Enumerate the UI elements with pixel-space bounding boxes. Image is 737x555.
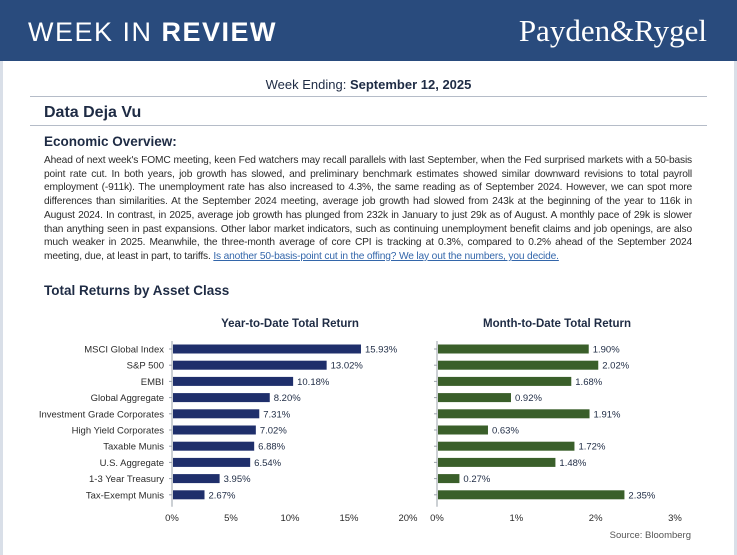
ytd-bar bbox=[173, 457, 251, 467]
ytd-bar bbox=[173, 393, 270, 403]
ytd-data-label: 15.93% bbox=[365, 345, 398, 356]
category-label: Global Aggregate bbox=[91, 393, 164, 404]
chart-title-mtd: Month-to-Date Total Return bbox=[483, 318, 631, 330]
mtd-data-label: 0.63% bbox=[492, 426, 519, 437]
ytd-data-label: 2.67% bbox=[209, 490, 236, 501]
mtd-data-label: 2.02% bbox=[602, 361, 629, 372]
ytd-bar bbox=[173, 490, 205, 500]
mtd-data-label: 0.92% bbox=[515, 393, 542, 404]
mtd-bar bbox=[438, 457, 556, 467]
week-ending-label: Week Ending: bbox=[265, 77, 350, 92]
ytd-bar bbox=[173, 344, 361, 354]
mtd-bar bbox=[438, 376, 572, 386]
ytd-bar bbox=[173, 425, 256, 435]
mtd-bar bbox=[438, 360, 599, 370]
mtd-tick-label: 3% bbox=[668, 513, 682, 524]
article-title: Data Deja Vu bbox=[44, 104, 142, 121]
mtd-tick-label: 0% bbox=[430, 513, 444, 524]
page-edge-right bbox=[734, 61, 737, 555]
report-title-light: WEEK IN bbox=[28, 17, 162, 47]
mtd-data-label: 1.48% bbox=[559, 458, 586, 469]
overview-text: Ahead of next week's FOMC meeting, keen … bbox=[44, 155, 692, 262]
ytd-data-label: 6.88% bbox=[258, 442, 285, 453]
mtd-data-label: 0.27% bbox=[463, 474, 490, 485]
category-label: High Yield Corporates bbox=[72, 426, 165, 437]
report-title-bold: REVIEW bbox=[161, 17, 278, 47]
divider bbox=[30, 96, 707, 97]
week-ending-date: September 12, 2025 bbox=[349, 77, 472, 92]
page-edge-left bbox=[0, 61, 3, 555]
ytd-data-label: 3.95% bbox=[224, 474, 251, 485]
mtd-bar bbox=[438, 474, 460, 484]
report-header: WEEK IN REVIEW Payden&Rygel bbox=[0, 0, 737, 61]
brand-logo: Payden&Rygel bbox=[518, 13, 707, 48]
mtd-tick-label: 2% bbox=[589, 513, 603, 524]
ytd-bar bbox=[173, 376, 294, 386]
category-label: Taxable Munis bbox=[103, 442, 164, 453]
mtd-data-label: 1.91% bbox=[594, 409, 621, 420]
ytd-data-label: 7.31% bbox=[263, 409, 290, 420]
mtd-bar bbox=[438, 409, 590, 419]
report-title: WEEK IN REVIEW bbox=[28, 17, 277, 48]
category-label: Investment Grade Corporates bbox=[39, 409, 164, 420]
mtd-data-label: 1.68% bbox=[575, 377, 602, 388]
mtd-data-label: 2.35% bbox=[628, 490, 655, 501]
overview-link[interactable]: Is another 50-basis-point cut in the off… bbox=[213, 250, 559, 262]
ytd-data-label: 13.02% bbox=[331, 361, 364, 372]
ytd-bar bbox=[173, 409, 260, 419]
ytd-data-label: 7.02% bbox=[260, 426, 287, 437]
ytd-tick-label: 10% bbox=[280, 513, 300, 524]
ytd-bar bbox=[173, 441, 255, 451]
ytd-tick-label: 15% bbox=[339, 513, 359, 524]
mtd-data-label: 1.72% bbox=[578, 442, 605, 453]
category-label: MSCI Global Index bbox=[84, 345, 164, 356]
mtd-tick-label: 1% bbox=[509, 513, 523, 524]
divider bbox=[30, 125, 707, 126]
ytd-bar bbox=[173, 360, 327, 370]
mtd-bar bbox=[438, 490, 625, 500]
category-label: 1-3 Year Treasury bbox=[89, 474, 164, 485]
week-ending: Week Ending: September 12, 2025 bbox=[0, 77, 737, 92]
ytd-data-label: 10.18% bbox=[297, 377, 330, 388]
category-label: Tax-Exempt Munis bbox=[86, 490, 164, 501]
ytd-data-label: 6.54% bbox=[254, 458, 281, 469]
source-note: Source: Bloomberg bbox=[609, 530, 691, 541]
overview-paragraph: Ahead of next week's FOMC meeting, keen … bbox=[44, 154, 692, 264]
mtd-bar bbox=[438, 393, 511, 403]
ytd-bar bbox=[173, 474, 220, 484]
chart-title-ytd: Year-to-Date Total Return bbox=[221, 318, 359, 330]
mtd-data-label: 1.90% bbox=[593, 345, 620, 356]
category-label: EMBI bbox=[141, 377, 164, 388]
mtd-bar bbox=[438, 441, 575, 451]
category-label: S&P 500 bbox=[127, 361, 164, 372]
section-heading-returns: Total Returns by Asset Class bbox=[44, 283, 230, 298]
mtd-bar bbox=[438, 425, 488, 435]
section-heading-overview: Economic Overview: bbox=[44, 134, 177, 149]
ytd-tick-label: 0% bbox=[165, 513, 179, 524]
ytd-data-label: 8.20% bbox=[274, 393, 301, 404]
mtd-bar bbox=[438, 344, 589, 354]
ytd-tick-label: 5% bbox=[224, 513, 238, 524]
ytd-tick-label: 20% bbox=[398, 513, 418, 524]
category-label: U.S. Aggregate bbox=[100, 458, 164, 469]
